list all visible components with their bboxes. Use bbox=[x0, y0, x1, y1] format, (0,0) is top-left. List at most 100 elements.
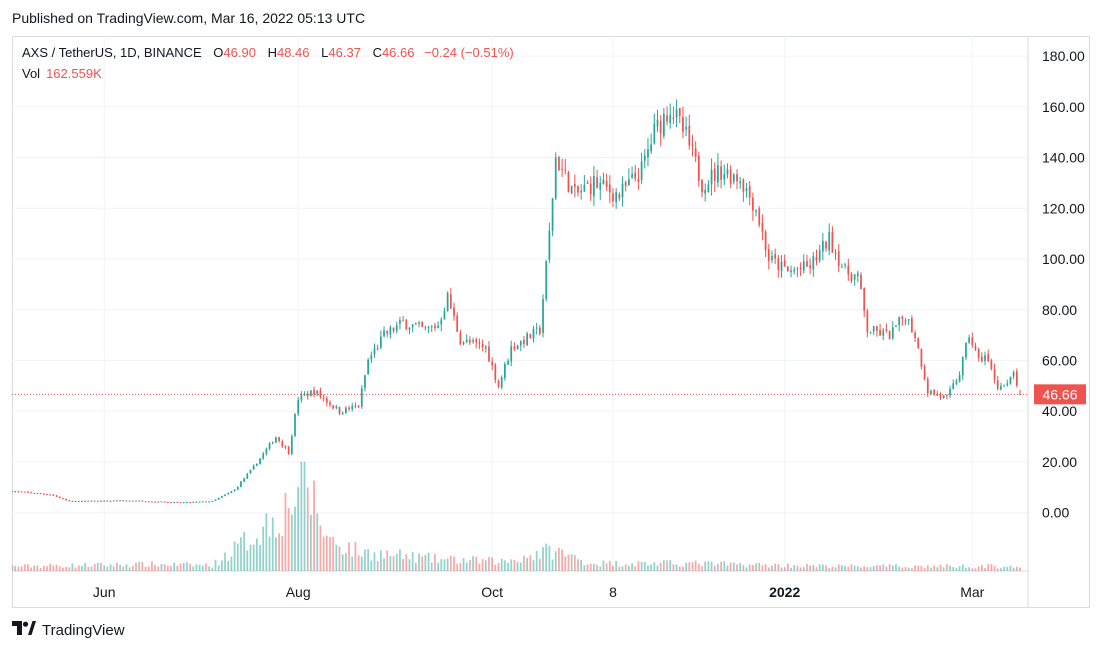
volume-bar bbox=[325, 535, 328, 571]
candle-body bbox=[399, 320, 401, 324]
volume-bar bbox=[732, 562, 735, 571]
candle-body bbox=[907, 319, 910, 321]
volume-bar bbox=[427, 552, 430, 571]
candle-body bbox=[87, 500, 90, 502]
candle-body bbox=[713, 168, 716, 181]
candle-body bbox=[503, 364, 506, 379]
candle-body bbox=[386, 330, 389, 334]
volume-bar bbox=[764, 564, 767, 571]
candle-body bbox=[682, 116, 684, 132]
last-price-label: 46.66 bbox=[1042, 386, 1077, 402]
volume-bar bbox=[205, 563, 207, 571]
candle-body bbox=[252, 465, 255, 470]
volume-bar bbox=[662, 560, 665, 571]
volume-bar bbox=[271, 517, 274, 571]
volume-bar bbox=[736, 564, 738, 571]
brand-name[interactable]: TradingView bbox=[42, 622, 125, 639]
candle-body bbox=[564, 169, 567, 171]
candle-body bbox=[548, 230, 551, 260]
candle-body bbox=[243, 478, 246, 482]
symbol-label[interactable]: AXS / TetherUS, 1D, BINANCE bbox=[22, 45, 202, 60]
candle-body bbox=[869, 332, 872, 334]
candle-body bbox=[688, 125, 691, 146]
volume-bar bbox=[481, 559, 484, 571]
volume-bar bbox=[783, 567, 786, 571]
candle-body bbox=[17, 491, 20, 493]
volume-bar bbox=[316, 513, 319, 571]
candle-body bbox=[23, 491, 26, 493]
volume-bar bbox=[526, 557, 529, 571]
volume-bar bbox=[96, 562, 99, 571]
candle-body bbox=[507, 360, 509, 365]
volume-bar bbox=[163, 564, 166, 571]
candle-body bbox=[364, 375, 366, 388]
volume-bar bbox=[1003, 566, 1005, 571]
y-tick-label: 20.00 bbox=[1042, 454, 1077, 470]
volume-bar bbox=[586, 564, 589, 571]
volume-bar bbox=[898, 566, 901, 571]
volume-bar bbox=[796, 565, 799, 571]
volume-bar bbox=[259, 544, 261, 571]
candle-body bbox=[262, 453, 265, 459]
volume-bar bbox=[469, 559, 471, 571]
volume-layer bbox=[12, 461, 1021, 571]
y-tick-label: 120.00 bbox=[1042, 200, 1085, 216]
candle-body bbox=[895, 325, 897, 327]
candle-body bbox=[418, 322, 420, 324]
candle-body bbox=[573, 183, 576, 187]
volume-bar bbox=[446, 558, 449, 571]
candle-body bbox=[230, 491, 233, 493]
tradingview-logo-icon[interactable] bbox=[12, 621, 36, 640]
volume-bar bbox=[100, 562, 102, 571]
volume-bar bbox=[933, 565, 936, 571]
candle-body bbox=[628, 179, 630, 186]
candle-body bbox=[510, 346, 513, 362]
volume-bar bbox=[561, 549, 563, 571]
volume-bar bbox=[500, 558, 503, 571]
candle-body bbox=[844, 264, 846, 266]
candle-body bbox=[580, 190, 583, 193]
candle-body bbox=[478, 342, 481, 344]
candlestick-chart[interactable]: 180.00160.00140.00120.00100.0080.0060.00… bbox=[12, 36, 1090, 608]
volume-bar bbox=[876, 565, 878, 571]
candle-body bbox=[49, 494, 52, 496]
volume-bar bbox=[71, 563, 74, 571]
candle-body bbox=[726, 169, 729, 175]
candle-body bbox=[278, 437, 280, 442]
volume-bar bbox=[160, 563, 163, 571]
candle-body bbox=[888, 330, 891, 340]
candle-body bbox=[434, 325, 436, 328]
candle-body bbox=[424, 327, 427, 329]
volume-bar bbox=[529, 555, 532, 571]
candle-body bbox=[930, 390, 932, 395]
low-label: L bbox=[321, 45, 329, 60]
volume-bar bbox=[917, 565, 920, 571]
candle-body bbox=[268, 443, 271, 449]
candle-body bbox=[818, 250, 821, 261]
volume-bar bbox=[554, 551, 557, 571]
candle-body bbox=[561, 168, 563, 170]
candle-body bbox=[624, 182, 627, 187]
candle-body bbox=[949, 388, 951, 396]
high-label: H bbox=[267, 45, 277, 60]
candle-body bbox=[36, 493, 39, 495]
volume-bar bbox=[12, 565, 13, 571]
volume-bar bbox=[418, 553, 420, 571]
volume-bar bbox=[926, 565, 929, 571]
volume-bar bbox=[653, 562, 656, 571]
candle-body bbox=[135, 500, 137, 502]
volume-bar bbox=[360, 556, 363, 571]
volume-bar bbox=[383, 558, 385, 571]
candle-body bbox=[211, 501, 214, 503]
volume-bar bbox=[971, 568, 974, 571]
candle-body bbox=[529, 334, 532, 338]
volume-bar bbox=[243, 532, 246, 571]
volume-bar bbox=[173, 562, 176, 571]
volume-bar bbox=[637, 561, 640, 571]
candle-body bbox=[163, 501, 166, 503]
candle-body bbox=[20, 491, 23, 493]
candle-body bbox=[325, 398, 328, 403]
volume-bar bbox=[510, 559, 513, 571]
volume-bar bbox=[573, 555, 576, 571]
volume-bar bbox=[961, 564, 964, 571]
